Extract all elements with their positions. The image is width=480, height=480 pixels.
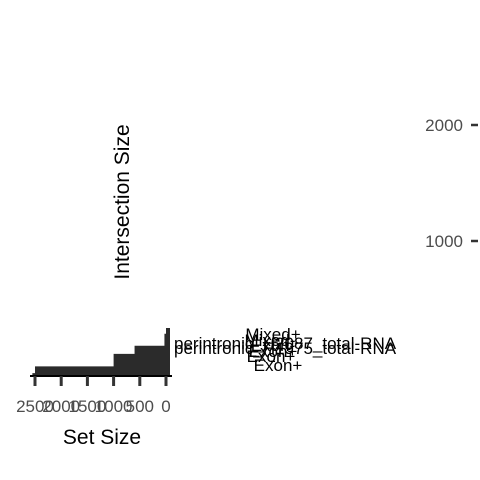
intersection-size-axis: 1000 2000 Intersection Size [111,116,478,280]
set-size-tick-label: 1500 [68,397,106,416]
set-size-tick-label: 1000 [95,397,133,416]
category-label: Mixed- [244,331,295,350]
category-labels: Mixed+Exon-Exon+Mixed-Exon+-Exon+ [244,325,302,375]
set-labels: perintronic_H2087_total-RNAperintronic_H… [174,334,397,358]
set-size-tick-label: 500 [126,397,154,416]
intersection-axis-title: Intersection Size [111,124,134,279]
set-size-tick-label: 2500 [16,397,54,416]
set-size-bars [32,328,170,376]
intersection-tick-label: 1000 [425,232,463,251]
category-label: Exon+ [249,342,298,361]
category-label: Exon- [251,336,295,355]
set-name-label: perintronic_H1975_total-RNA [174,339,397,358]
set-size-tick-label: 2000 [42,397,80,416]
set-size-tick-label: 0 [161,397,170,416]
intersection-tick-label: 2000 [425,116,463,135]
set-size-axis-title: Set Size [63,426,141,449]
category-label: Exon+ [254,356,303,375]
category-label: Mixed+ [245,325,300,344]
category-label: Exon+ [247,347,296,366]
category-label: - [270,351,276,370]
set-name-label: perintronic_H2087_total-RNA [174,334,397,353]
intersection-axis-ticks: 1000 2000 [425,116,478,251]
